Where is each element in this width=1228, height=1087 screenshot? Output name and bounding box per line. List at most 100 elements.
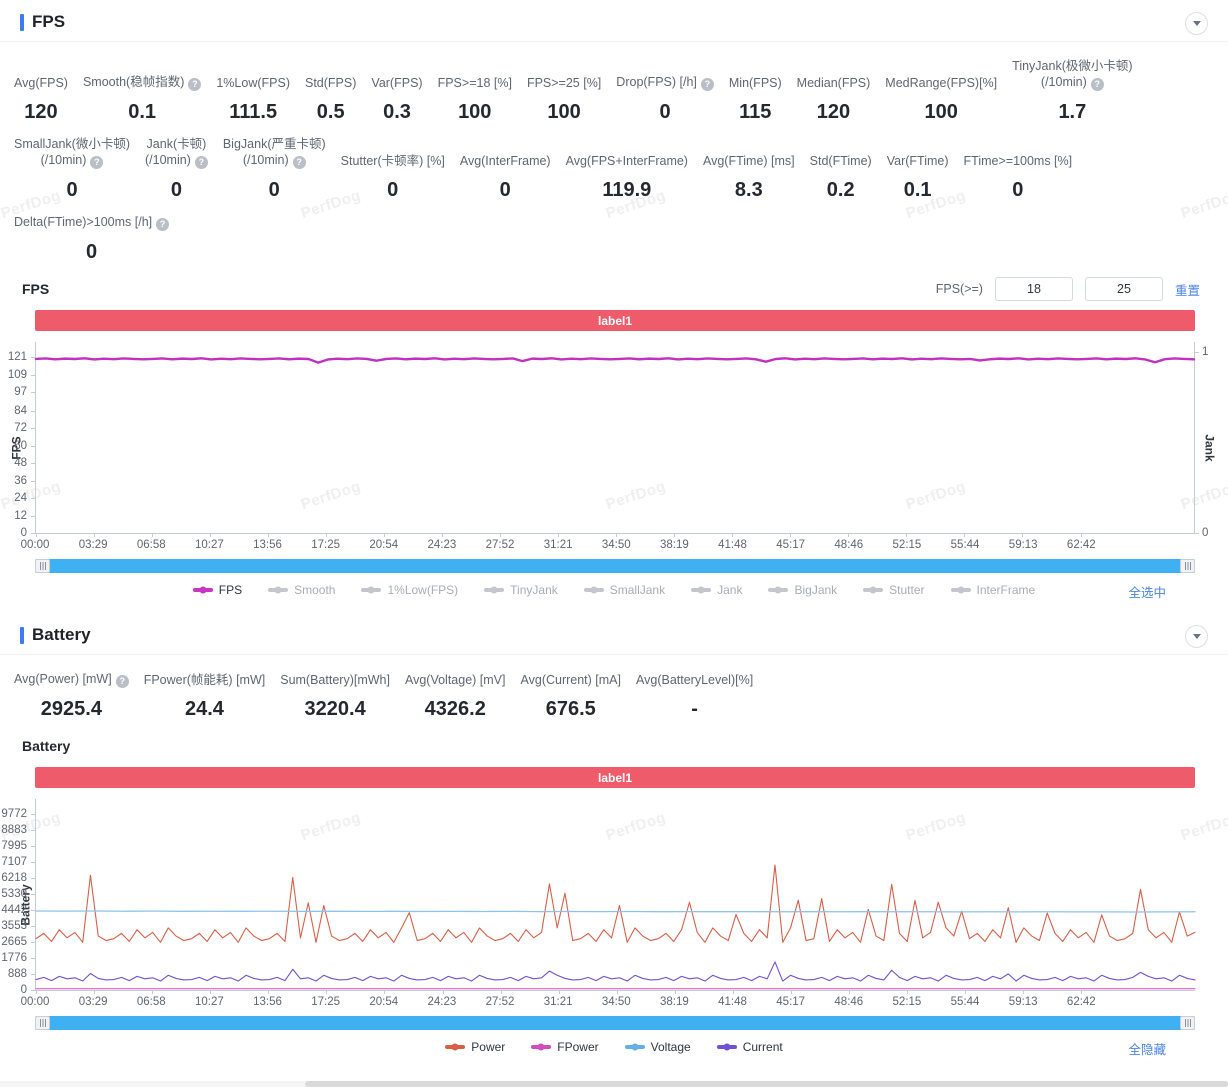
legend-item-fpower[interactable]: FPower	[531, 1040, 599, 1054]
page-horizontal-scrollbar-thumb[interactable]	[305, 1081, 1228, 1087]
stat-cell: Avg(InterFrame) 0	[460, 153, 551, 202]
stat-label: (/10min)?	[145, 152, 208, 169]
battery-chart-label-banner: label1	[35, 767, 1195, 788]
help-icon[interactable]: ?	[1090, 78, 1104, 91]
x-axis-tick	[326, 990, 328, 994]
legend-item-interframe[interactable]: InterFrame	[950, 583, 1035, 597]
legend-label: Stutter	[889, 583, 925, 597]
series-fps-line	[36, 358, 1194, 362]
x-axis-tick	[790, 533, 792, 537]
battery-chart-head: Battery	[22, 733, 1200, 759]
stat-value: 0	[659, 101, 671, 123]
stat-value: 0.1	[128, 101, 157, 123]
stat-value: 120	[24, 101, 58, 123]
fps-scrollbar-right-handle[interactable]	[1180, 559, 1195, 573]
y-axis-tick	[31, 878, 36, 880]
help-icon[interactable]: ?	[115, 675, 129, 688]
y2-axis-tick	[1194, 351, 1199, 353]
x-axis-tick	[268, 990, 270, 994]
section-accent-bar	[20, 13, 24, 31]
fps-collapse-button[interactable]	[1185, 12, 1208, 35]
fps-chart-label: label1	[597, 313, 633, 328]
legend-item-jank[interactable]: Jank	[691, 583, 742, 597]
help-icon[interactable]: ?	[188, 78, 202, 91]
stat-label: FPower(帧能耗) [mW]	[143, 673, 266, 687]
stat-cell: FPower(帧能耗) [mW] 24.4	[144, 672, 266, 721]
y-axis-tick	[31, 862, 36, 864]
help-icon[interactable]: ?	[292, 156, 306, 169]
y-axis-tick	[31, 480, 36, 482]
x-axis-tick-label: 55:44	[950, 539, 980, 551]
help-icon[interactable]: ?	[90, 156, 104, 169]
legend-label: Voltage	[650, 1040, 691, 1054]
x-axis-tick-label: 27:52	[485, 996, 515, 1008]
stat-cell: Avg(BatteryLevel)[%] -	[636, 672, 753, 721]
legend-item-tinyjank[interactable]: TinyJank	[484, 583, 558, 597]
stat-label: Avg(FPS+InterFrame)	[565, 154, 688, 168]
series-voltage-line	[36, 911, 1195, 912]
legend-item-1-low-fps-[interactable]: 1%Low(FPS)	[361, 583, 458, 597]
legend-item-stutter[interactable]: Stutter	[863, 583, 925, 597]
y-axis-tick-label: 72	[14, 422, 27, 435]
x-axis-tick-label: 52:15	[892, 539, 922, 551]
stat-value: 8.3	[734, 179, 763, 201]
drag-handle-icon	[1184, 1019, 1191, 1027]
y-axis-tick	[31, 942, 36, 944]
stat-value: 0	[86, 241, 98, 263]
stat-cell: FTime>=100ms [%] 0	[964, 153, 1073, 202]
stat-cell: Avg(FPS) 120	[14, 75, 68, 124]
help-icon[interactable]: ?	[700, 78, 714, 91]
fps-scrollbar-left-handle[interactable]	[35, 559, 50, 573]
x-axis-tick	[152, 533, 154, 537]
fps-section-title: FPS	[32, 12, 66, 31]
battery-scrollbar-left-handle[interactable]	[35, 1016, 50, 1030]
x-axis-tick	[616, 990, 618, 994]
legend-item-current[interactable]: Current	[716, 1040, 783, 1054]
x-axis-tick	[442, 990, 444, 994]
x-axis-tick	[674, 990, 676, 994]
y-axis-tick-label: 7107	[1, 856, 27, 869]
battery-collapse-button[interactable]	[1185, 625, 1208, 648]
y-axis-tick-label: 4442	[1, 904, 27, 917]
x-axis-tick-label: 59:13	[1008, 539, 1038, 551]
legend-item-fps[interactable]: FPS	[192, 583, 243, 597]
y-axis-tick	[31, 428, 36, 430]
fps-zoom-scrollbar[interactable]	[35, 559, 1195, 573]
y-axis-tick	[31, 830, 36, 832]
battery-zoom-scrollbar[interactable]	[35, 1016, 1195, 1030]
x-axis-tick	[152, 990, 154, 994]
fps-plot-wrap: FPS Jank 0 12 24 36 48 60 72 84 97 109 121 0 1 00:00…	[8, 342, 1216, 554]
fps-select-all-link[interactable]: 全选中	[1128, 586, 1166, 600]
stat-value: 111.5	[229, 101, 278, 123]
help-icon[interactable]: ?	[156, 218, 170, 231]
legend-line-icon	[268, 586, 289, 594]
battery-hide-all-link[interactable]: 全隐藏	[1128, 1043, 1166, 1057]
legend-item-smooth[interactable]: Smooth	[268, 583, 335, 597]
stat-cell: MedRange(FPS)[%] 100	[885, 75, 997, 124]
stat-value: 0.5	[316, 101, 345, 123]
battery-chart-label: label1	[597, 770, 633, 785]
y-axis-tick	[31, 958, 36, 960]
drag-handle-icon	[39, 562, 46, 570]
legend-item-bigjank[interactable]: BigJank	[768, 583, 837, 597]
y-axis-tick-label: 36	[14, 474, 27, 487]
x-axis-tick-label: 62:42	[1066, 996, 1096, 1008]
stat-label: Var(FPS)	[371, 76, 423, 90]
legend-line-icon	[192, 586, 213, 594]
page-horizontal-scrollbar[interactable]	[0, 1081, 1228, 1087]
stat-cell: Jank(卡顿) (/10min)? 0	[145, 136, 208, 202]
fps-threshold-input-1[interactable]	[994, 277, 1073, 301]
y-axis-tick-label: 12	[14, 509, 27, 522]
x-axis-tick-label: 34:50	[601, 539, 631, 551]
legend-item-power[interactable]: Power	[445, 1040, 505, 1054]
legend-item-voltage[interactable]: Voltage	[624, 1040, 691, 1054]
fps-threshold-input-2[interactable]	[1084, 277, 1163, 301]
x-axis-tick-label: 10:27	[194, 996, 224, 1008]
x-axis-tick-label: 20:54	[369, 539, 399, 551]
legend-line-icon	[691, 586, 712, 594]
fps-reset-link[interactable]: 重置	[1174, 283, 1200, 298]
help-icon[interactable]: ?	[194, 156, 208, 169]
battery-scrollbar-right-handle[interactable]	[1180, 1016, 1195, 1030]
legend-label: FPS	[218, 583, 243, 597]
legend-item-smalljank[interactable]: SmallJank	[583, 583, 665, 597]
